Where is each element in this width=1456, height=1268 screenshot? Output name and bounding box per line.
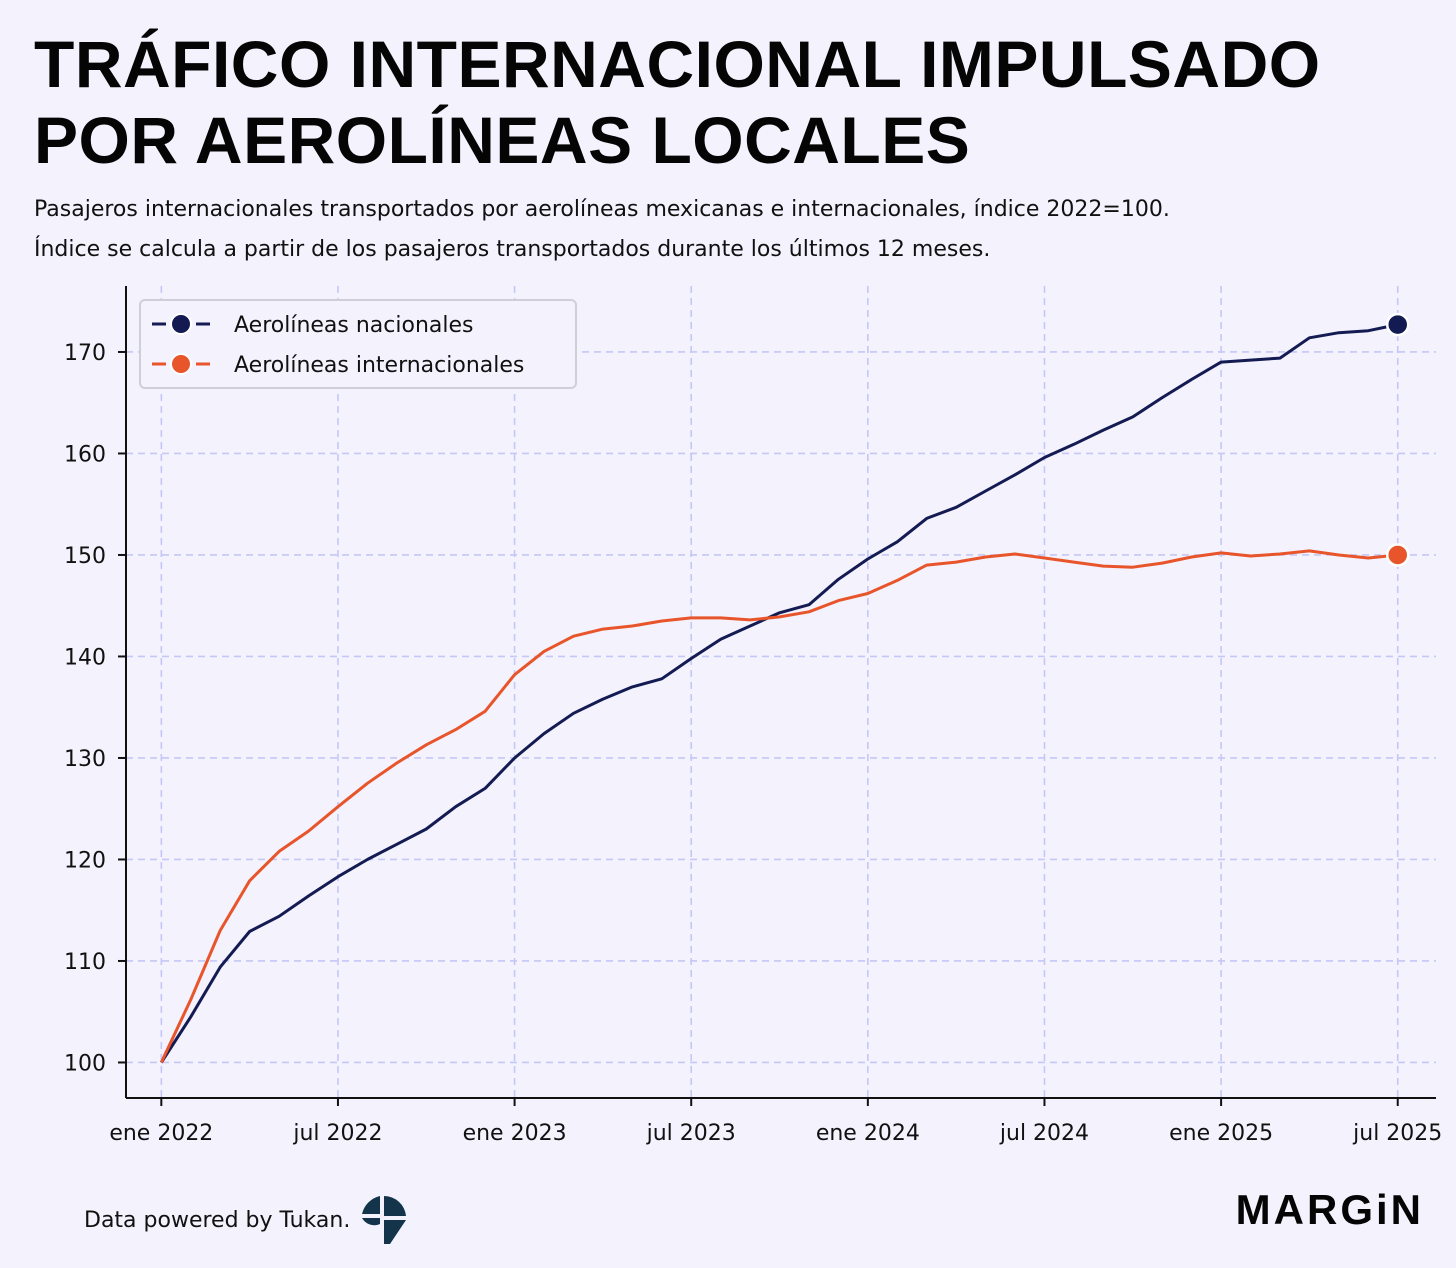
y-tick-label: 110 (64, 950, 106, 975)
series-endpoint-nacionales (1385, 312, 1410, 337)
x-tick-label: jul 2022 (292, 1121, 382, 1146)
series-endpoint-internacionales (1385, 543, 1410, 567)
title-line-2: POR AEROLÍNEAS LOCALES (34, 103, 971, 177)
subtitle-line-1: Pasajeros internacionales transportados … (34, 197, 1170, 222)
margin-brand-logo: MARGiN (1235, 1186, 1424, 1233)
y-tick-label: 120 (64, 848, 106, 873)
x-tick-label: ene 2024 (816, 1121, 920, 1146)
x-tick-label: jul 2023 (646, 1121, 736, 1146)
chart-subtitle: Pasajeros internacionales transportados … (34, 190, 1424, 270)
y-tick-label: 160 (64, 442, 106, 467)
legend-swatch-marker (170, 353, 192, 375)
source-text: Data powered by Tukan. (84, 1207, 351, 1233)
y-tick-label: 170 (64, 341, 106, 366)
title-line-1: TRÁFICO INTERNACIONAL IMPULSADO (34, 27, 1321, 101)
x-tick-label: jul 2025 (1352, 1121, 1442, 1146)
subtitle-line-2: Índice se calcula a partir de los pasaje… (34, 237, 991, 262)
legend-label: Aerolíneas internacionales (234, 353, 524, 378)
x-tick-label: ene 2025 (1169, 1121, 1273, 1146)
legend-label: Aerolíneas nacionales (234, 313, 474, 338)
x-tick-label: ene 2022 (109, 1121, 213, 1146)
legend-swatch-marker (170, 313, 192, 335)
source-credit: Data powered by Tukan. (84, 1194, 408, 1246)
y-tick-label: 100 (64, 1051, 106, 1076)
x-tick-label: jul 2024 (999, 1121, 1089, 1146)
series-line-nacionales (160, 323, 1399, 1064)
x-tick-label: ene 2023 (463, 1121, 567, 1146)
tukan-logo-icon (362, 1195, 407, 1244)
series-line-internacionales (159, 549, 1398, 1064)
legend-box (139, 299, 577, 389)
y-tick-label: 130 (64, 747, 106, 772)
y-tick-label: 140 (64, 645, 106, 670)
y-tick-label: 150 (64, 544, 106, 569)
chart-title: TRÁFICO INTERNACIONAL IMPULSADO POR AERO… (34, 26, 1414, 178)
